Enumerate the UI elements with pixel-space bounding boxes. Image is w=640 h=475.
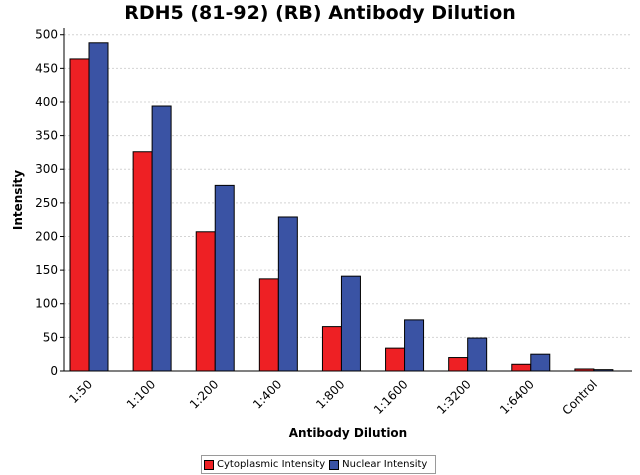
bar-cytoplasmic <box>69 58 90 372</box>
bars <box>69 42 614 372</box>
x-tick-label: 1:1600 <box>371 377 411 417</box>
bar-cytoplasmic <box>132 151 153 372</box>
bar-cytoplasmic <box>258 278 279 372</box>
legend-label: Cytoplasmic Intensity <box>217 459 326 470</box>
bar-nuclear <box>467 337 488 372</box>
x-tick-label: 1:6400 <box>497 377 537 417</box>
bar-nuclear <box>277 216 298 372</box>
bar-nuclear <box>404 319 425 372</box>
bar-nuclear <box>151 105 172 372</box>
y-tick-label: 500 <box>35 28 58 42</box>
bar-cytoplasmic <box>448 357 469 372</box>
legend-item: Nuclear Intensity <box>329 459 427 470</box>
legend: Cytoplasmic Intensity Nuclear Intensity <box>201 455 437 474</box>
y-tick-label: 0 <box>50 364 58 378</box>
bar-cytoplasmic <box>511 363 532 372</box>
x-tick-label: 1:400 <box>250 377 284 411</box>
y-tick-label: 350 <box>35 129 58 143</box>
x-tick-label: 1:50 <box>66 377 95 406</box>
bar-nuclear <box>214 184 235 372</box>
y-tick-label: 250 <box>35 196 58 210</box>
legend-swatch <box>329 459 340 470</box>
x-tick-label: 1:200 <box>187 377 221 411</box>
legend-swatch <box>204 459 214 470</box>
legend-item: Cytoplasmic Intensity <box>204 459 325 470</box>
bar-cytoplasmic <box>321 326 342 372</box>
bar-cytoplasmic <box>385 347 406 372</box>
y-tick-label: 300 <box>35 162 58 176</box>
bar-nuclear <box>340 275 361 372</box>
chart-title: RDH5 (81-92) (RB) Antibody Dilution <box>124 2 516 24</box>
x-tick-label: 1:100 <box>124 377 158 411</box>
bar-nuclear <box>88 42 109 372</box>
y-tick-label: 50 <box>43 330 58 344</box>
legend-label: Nuclear Intensity <box>342 459 428 470</box>
y-tick-label: 450 <box>35 61 58 75</box>
y-tick-label: 200 <box>35 229 58 243</box>
x-axis-title: Antibody Dilution <box>289 426 407 440</box>
y-tick-label: 150 <box>35 263 58 277</box>
x-tick-label: 1:800 <box>313 377 347 411</box>
y-tick-label: 400 <box>35 95 58 109</box>
y-axis-title: Intensity <box>11 170 25 230</box>
x-tick-label: Control <box>559 377 600 418</box>
x-tick-label: 1:3200 <box>434 377 474 417</box>
bar-nuclear <box>530 353 551 372</box>
y-tick-label: 100 <box>35 297 58 311</box>
bar-cytoplasmic <box>195 231 216 372</box>
